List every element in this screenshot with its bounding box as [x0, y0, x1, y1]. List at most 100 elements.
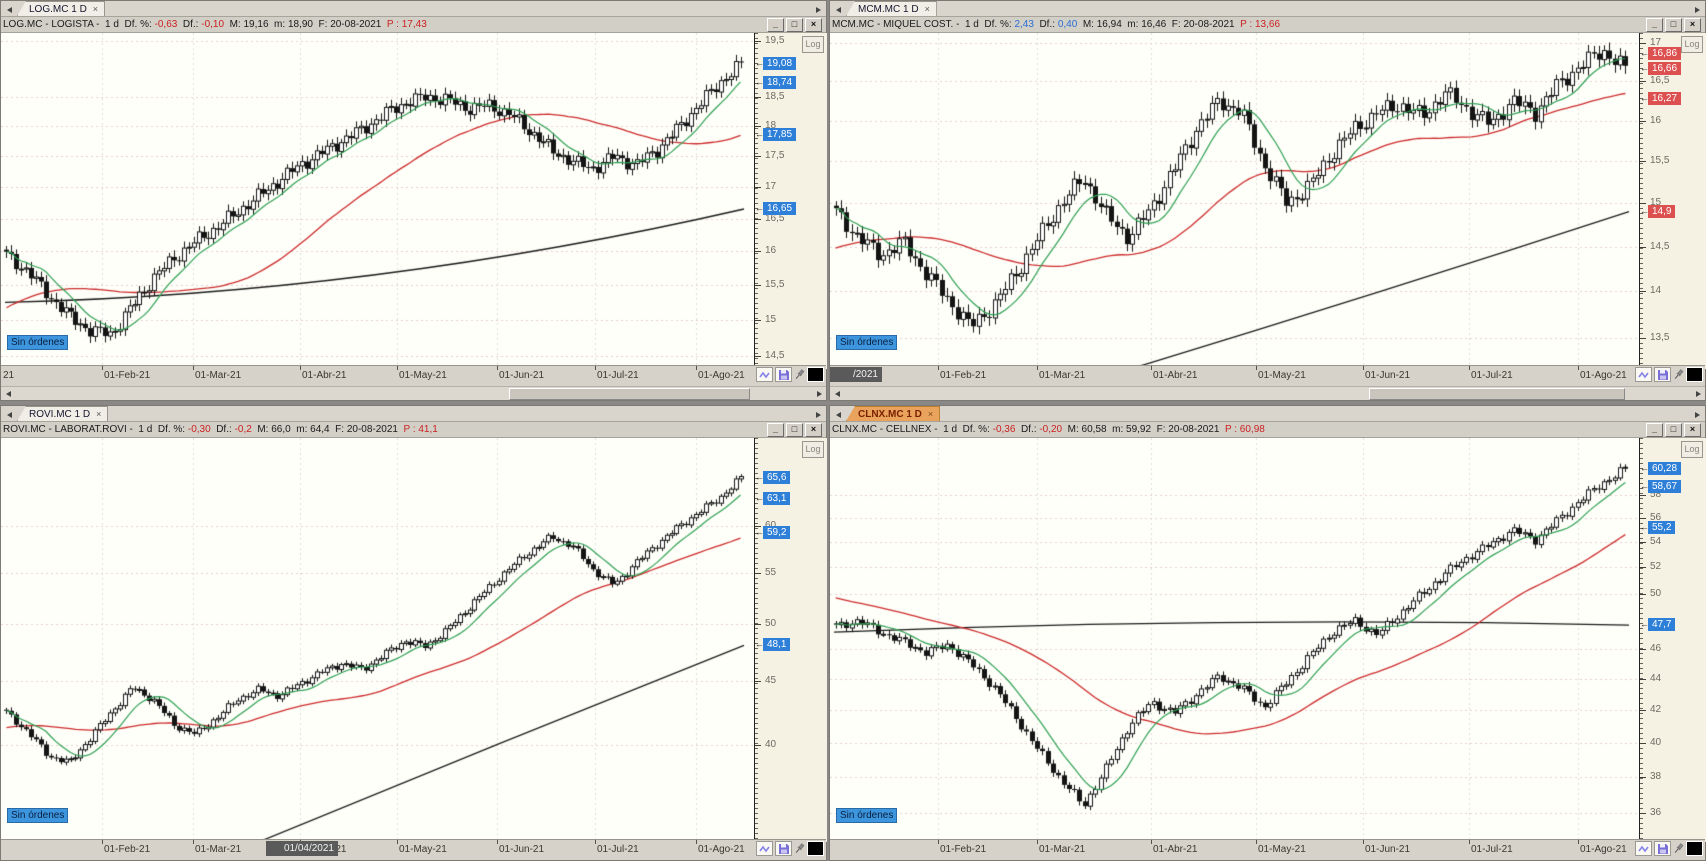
chart-canvas[interactable]: [1, 438, 754, 842]
header-part: Df.:: [177, 19, 202, 30]
minimize-button[interactable]: _: [767, 17, 784, 32]
scrollbar-thumb[interactable]: [1369, 388, 1625, 400]
filled-square-icon[interactable]: [807, 841, 824, 856]
status-icons: [1635, 841, 1703, 856]
pin-icon[interactable]: [1673, 841, 1684, 856]
date-label: 01-May-21: [399, 370, 447, 381]
tab-bar: MCM.MC 1 D ×: [830, 1, 1705, 17]
price-axis[interactable]: 58 56 54 52 50 46 44 42 40 38 36 ← 60,28 ← 58,67 ← 55,2 ←…: [1639, 438, 1706, 842]
price-arrow-icon: ←: [755, 129, 764, 139]
tab-close-icon[interactable]: ×: [927, 409, 934, 419]
filled-square-icon[interactable]: [1686, 367, 1703, 382]
scroll-right-arrow[interactable]: [813, 388, 825, 399]
horizontal-scrollbar[interactable]: [1, 386, 826, 400]
price-axis[interactable]: 17 16,5 16 15,5 15 14,5 14 13,5 ← 16,86 ← 16,66 ← 16,…: [1639, 33, 1706, 369]
close-button[interactable]: ×: [805, 422, 822, 437]
tab-close-icon[interactable]: ×: [96, 409, 102, 419]
price-badge: ← 16,86: [1640, 47, 1682, 60]
chart-canvas[interactable]: [830, 438, 1639, 842]
close-button[interactable]: ×: [805, 17, 822, 32]
tab-scroll-left-icon[interactable]: [3, 4, 15, 16]
tab-scroll-right-icon[interactable]: [812, 4, 824, 16]
save-icon[interactable]: [775, 841, 792, 856]
tab-scroll-right-icon[interactable]: [812, 409, 824, 421]
tab-log-mc[interactable]: LOG.MC 1 D ×: [17, 1, 106, 16]
close-button[interactable]: ×: [1684, 17, 1701, 32]
log-scale-button[interactable]: Log: [1681, 441, 1703, 458]
pin-icon[interactable]: [794, 367, 805, 382]
tab-mcm-mc[interactable]: MCM.MC 1 D ×: [846, 1, 937, 16]
axis-tick-label: 19,5: [765, 35, 785, 46]
window-controls: _ □ ×: [767, 422, 822, 437]
close-button[interactable]: ×: [1684, 422, 1701, 437]
price-axis[interactable]: 19,5 18,5 18 17,5 17 16,5 16 15,5 15 14,5 ← 19,08 ← 1…: [754, 33, 827, 369]
date-label: 01-Mar-21: [195, 370, 242, 381]
maximize-button[interactable]: □: [786, 17, 803, 32]
axis-tick-label: 40: [1650, 737, 1662, 748]
date-label: 01-Mar-21: [1039, 370, 1086, 381]
save-icon[interactable]: [1654, 841, 1671, 856]
pin-icon[interactable]: [1673, 367, 1684, 382]
maximize-button[interactable]: □: [1665, 422, 1682, 437]
minimize-button[interactable]: _: [1646, 17, 1663, 32]
maximize-button[interactable]: □: [1665, 17, 1682, 32]
date-tick: [595, 840, 596, 844]
filled-square-icon[interactable]: [1686, 841, 1703, 856]
date-label: 01-May-21: [1258, 844, 1306, 855]
axis-tick: [1640, 43, 1646, 44]
axis-tick: [755, 573, 761, 574]
minimize-button[interactable]: _: [767, 422, 784, 437]
log-scale-button[interactable]: Log: [802, 441, 824, 458]
tab-scroll-left-icon[interactable]: [832, 409, 844, 421]
date-tick: [193, 366, 194, 370]
save-icon[interactable]: [775, 367, 792, 382]
axis-tick-label: 17: [1650, 37, 1662, 48]
maximize-button[interactable]: □: [786, 422, 803, 437]
axis-tick-label: 18: [765, 120, 777, 131]
tab-scroll-right-icon[interactable]: [1691, 4, 1703, 16]
chart-canvas[interactable]: [1, 33, 754, 369]
chart-canvas[interactable]: [830, 33, 1639, 369]
filled-square-icon[interactable]: [807, 367, 824, 382]
date-label: 01-Jul-21: [597, 370, 639, 381]
axis-tick-label: 14,5: [765, 350, 785, 361]
log-scale-button[interactable]: Log: [1681, 36, 1703, 53]
tab-close-icon[interactable]: ×: [924, 4, 930, 14]
scroll-left-arrow[interactable]: [2, 388, 14, 399]
wave-icon[interactable]: [756, 367, 773, 382]
price-arrow-icon: ←: [1640, 619, 1649, 629]
horizontal-scrollbar[interactable]: [830, 386, 1705, 400]
date-tick: [1037, 366, 1038, 370]
date-label: 01-Feb-21: [104, 370, 151, 381]
wave-icon[interactable]: [756, 841, 773, 856]
price-badge-label: 16,65: [767, 203, 793, 214]
tab-close-icon[interactable]: ×: [92, 4, 99, 14]
date-label: 01-Ago-21: [698, 844, 745, 855]
minimize-button[interactable]: _: [1646, 422, 1663, 437]
header-part: Df. %:: [984, 19, 1015, 30]
price-arrow-icon: ←: [755, 472, 764, 482]
tab-rovi-mc[interactable]: ROVI.MC 1 D ×: [17, 406, 109, 421]
scroll-right-arrow[interactable]: [1692, 388, 1704, 399]
tab-clnx-mc[interactable]: CLNX.MC 1 D ×: [846, 406, 941, 421]
pin-icon[interactable]: [794, 841, 805, 856]
axis-tick: [755, 526, 761, 527]
plot-area: Sin órdenes: [830, 438, 1639, 842]
tab-scroll-left-icon[interactable]: [3, 409, 15, 421]
scroll-left-arrow[interactable]: [831, 388, 843, 399]
axis-tick: [1640, 495, 1646, 496]
header-part: -0,63: [154, 19, 178, 30]
save-icon[interactable]: [1654, 367, 1671, 382]
wave-icon[interactable]: [1635, 841, 1652, 856]
axis-tick: [1640, 247, 1646, 248]
wave-icon[interactable]: [1635, 367, 1652, 382]
window-controls: _ □ ×: [767, 17, 822, 32]
log-scale-button[interactable]: Log: [802, 36, 824, 53]
price-badge: ← 16,27: [1640, 92, 1682, 105]
tab-scroll-right-icon[interactable]: [1691, 409, 1703, 421]
date-tick: [938, 366, 939, 370]
scrollbar-thumb[interactable]: [509, 388, 750, 400]
axis-tick: [1640, 338, 1646, 339]
tab-scroll-left-icon[interactable]: [832, 4, 844, 16]
